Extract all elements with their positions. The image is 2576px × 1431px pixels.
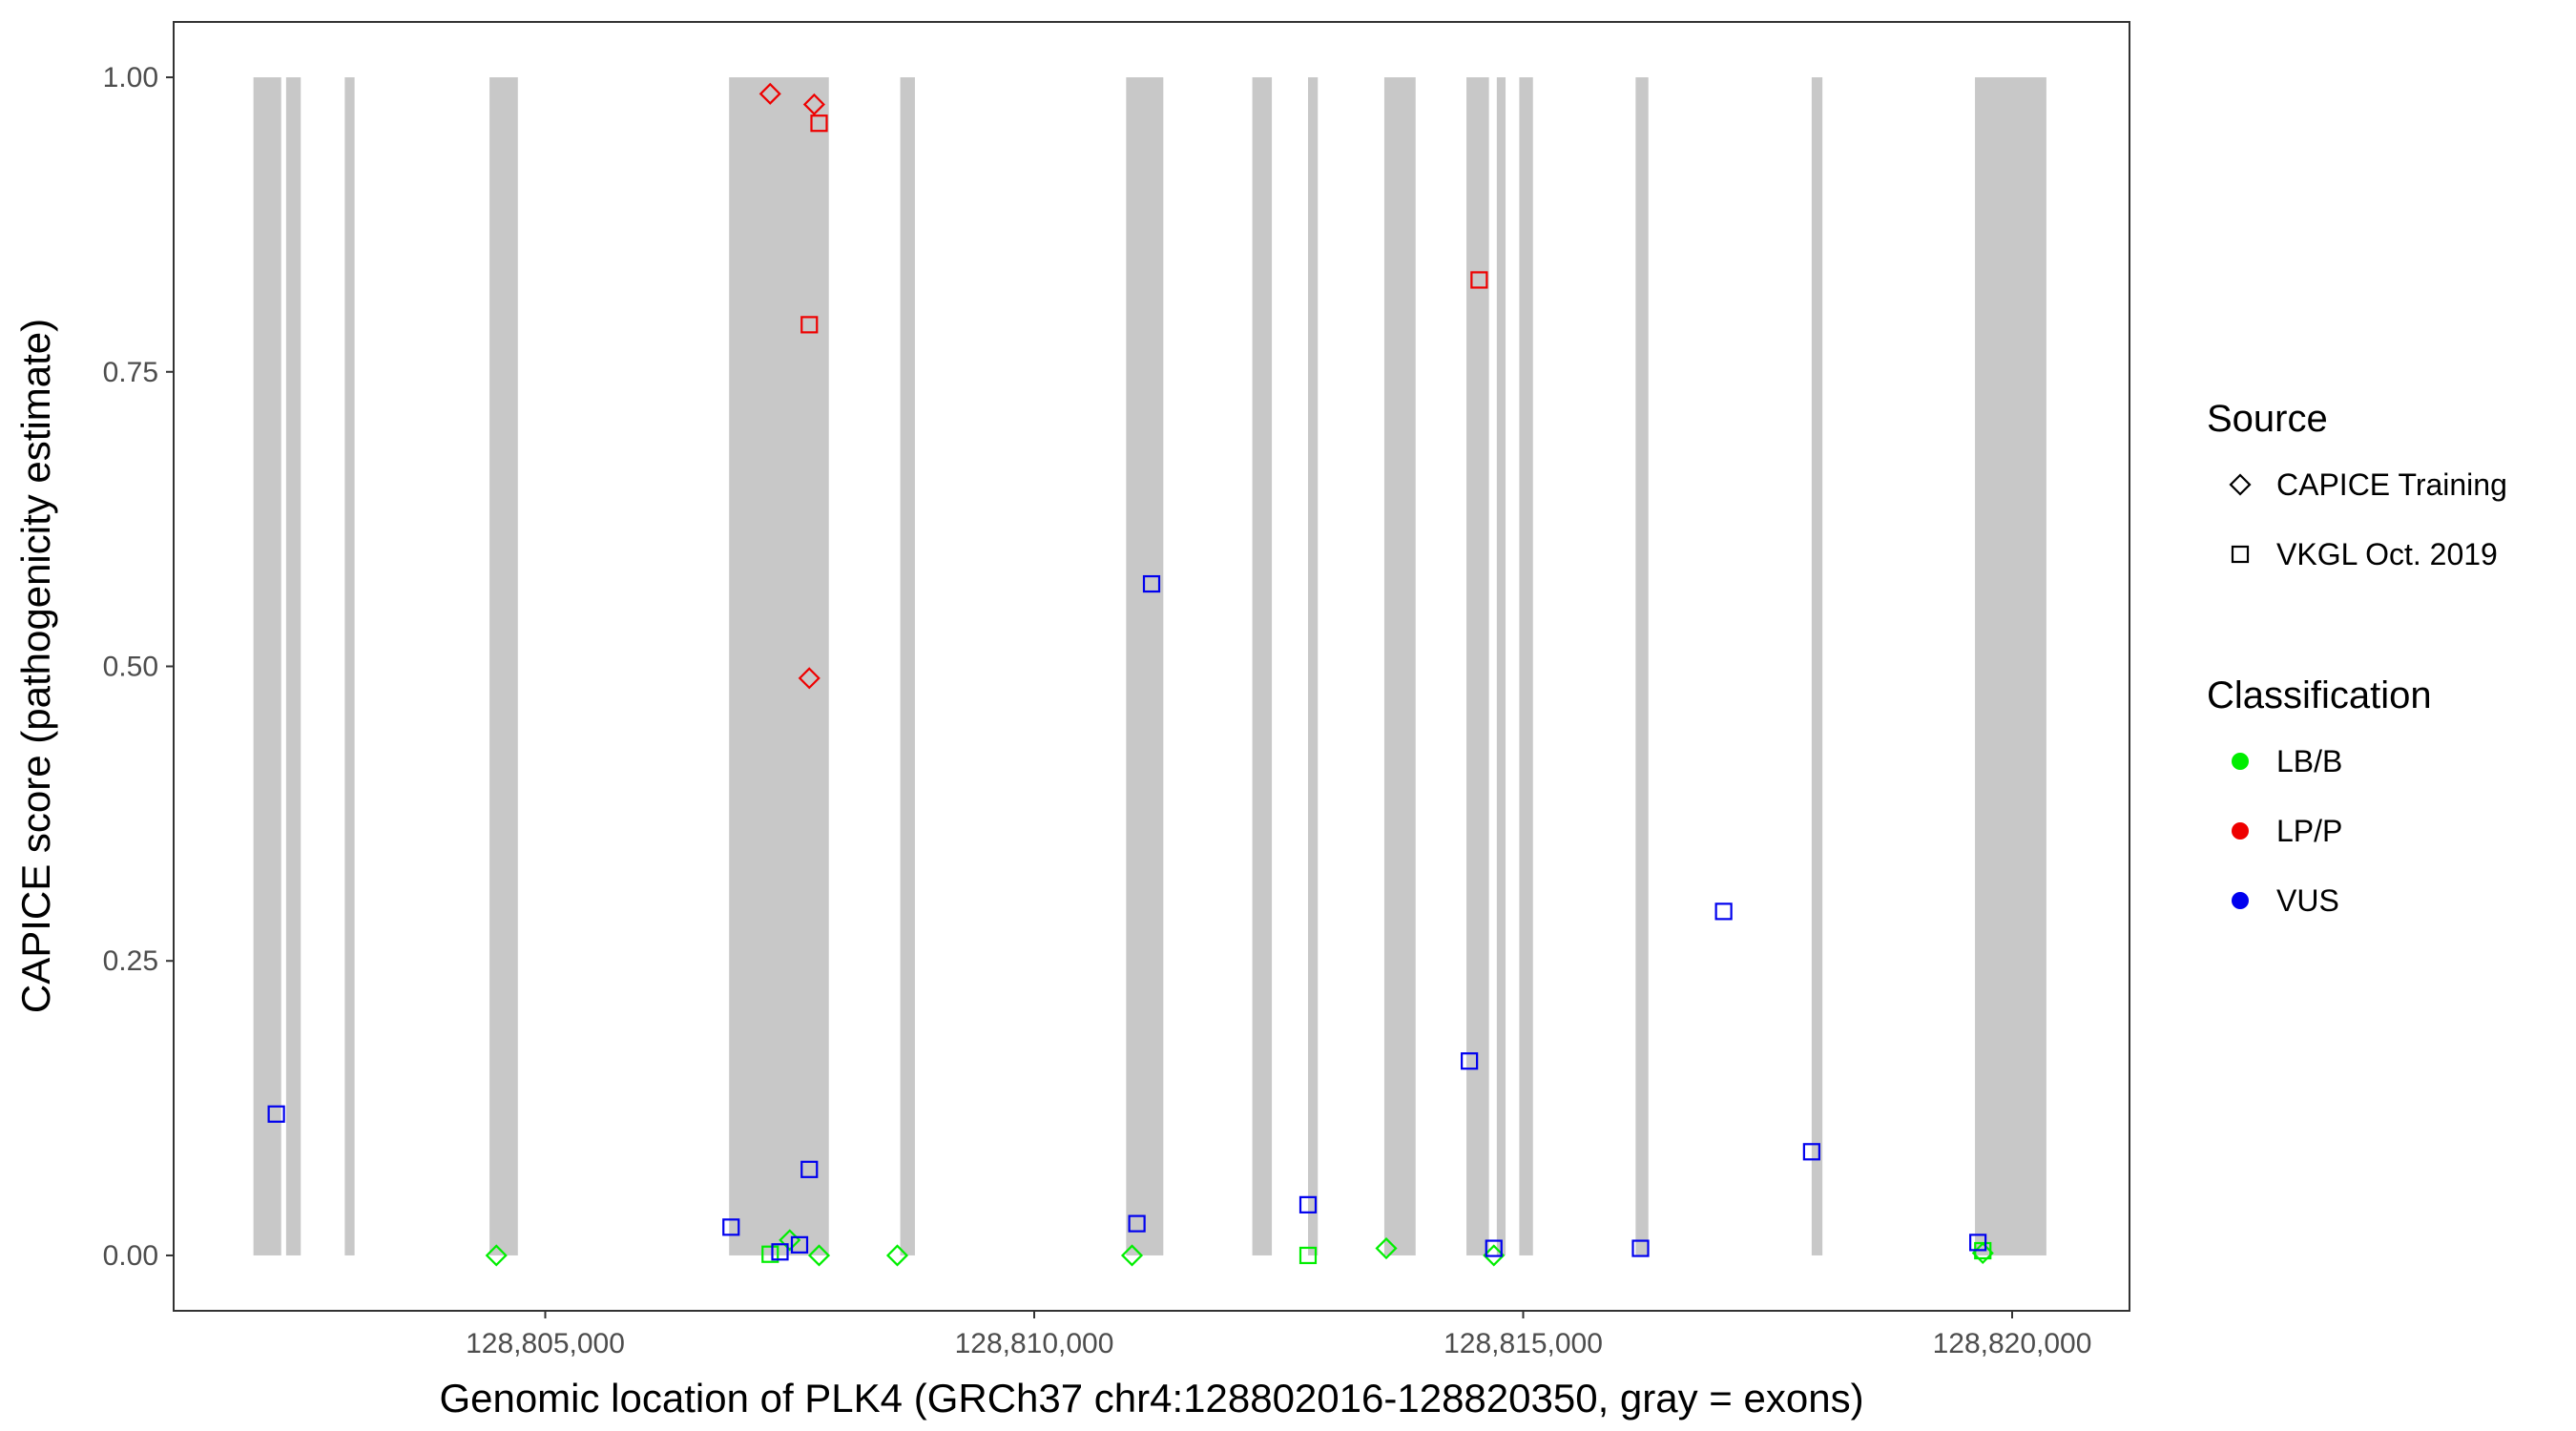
diamond-key-icon: [2229, 473, 2252, 496]
exon-bands: [253, 77, 2046, 1255]
exon-band: [1252, 77, 1273, 1255]
y-tick-label: 0.75: [103, 357, 158, 388]
exon-band: [285, 77, 301, 1255]
capice-training-point: [758, 82, 781, 105]
exon-band: [1519, 77, 1533, 1255]
legend-class-label: LB/B: [2276, 744, 2342, 778]
x-tick-label: 128,810,000: [955, 1328, 1114, 1359]
legend-source-label: VKGL Oct. 2019: [2276, 537, 2498, 571]
vkgl-point: [771, 1243, 789, 1261]
data-points: [267, 82, 1994, 1267]
x-tick-label: 128,815,000: [1444, 1328, 1603, 1359]
class-key-dot-icon: [2232, 753, 2249, 770]
vkgl-point: [1631, 1239, 1650, 1257]
exon-band: [1496, 77, 1506, 1255]
vkgl-point: [1714, 902, 1733, 921]
class-key-dot-icon: [2232, 892, 2249, 909]
exon-band: [729, 77, 829, 1255]
y-tick-label: 0.50: [103, 652, 158, 683]
capice-training-point: [885, 1244, 909, 1267]
exon-band: [1308, 77, 1319, 1255]
vkgl-point: [1470, 271, 1488, 289]
capice-training-point: [1120, 1244, 1144, 1267]
capice-training-point: [485, 1244, 508, 1267]
vkgl-point: [800, 1160, 819, 1178]
exon-band: [489, 77, 518, 1255]
vkgl-point: [1298, 1246, 1318, 1265]
x-axis: 128,805,000 128,810,000 128,815,000 128,820…: [466, 1311, 2091, 1359]
y-axis: 0.00 0.25 0.50 0.75 1.00: [103, 62, 174, 1272]
vkgl-point: [1128, 1214, 1146, 1233]
capice-training-point: [807, 1244, 831, 1267]
vkgl-point: [1142, 574, 1161, 593]
exon-band: [1811, 77, 1823, 1255]
vkgl-point: [1461, 1052, 1479, 1070]
legend-class-label: VUS: [2276, 883, 2339, 918]
exon-band: [1975, 77, 2046, 1255]
vkgl-point: [722, 1218, 740, 1236]
x-tick-label: 128,805,000: [466, 1328, 625, 1359]
legend-classification-title: Classification: [2207, 674, 2432, 716]
y-tick-label: 0.00: [103, 1240, 158, 1272]
y-axis-title: CAPICE score (pathogenicity estimate): [13, 319, 58, 1013]
legend-class-label: LP/P: [2276, 814, 2342, 848]
vkgl-point: [790, 1235, 809, 1254]
vkgl-point: [1485, 1239, 1503, 1257]
exon-band: [1383, 77, 1416, 1255]
capice-training-point: [1375, 1236, 1398, 1260]
exon-band: [1126, 77, 1164, 1255]
class-key-dot-icon: [2232, 822, 2249, 840]
vkgl-point: [800, 316, 819, 334]
vkgl-point: [1298, 1195, 1318, 1213]
capice-training-point: [802, 93, 825, 115]
capice-training-point: [1483, 1244, 1506, 1267]
legend-source-title: Source: [2207, 398, 2328, 440]
legend-classification-items: LB/B LP/P VUS: [2232, 744, 2342, 918]
legend-source-items: CAPICE Training VKGL Oct. 2019: [2229, 467, 2507, 571]
capice-training-point: [798, 667, 821, 690]
exon-band: [900, 77, 915, 1255]
square-key-icon: [2231, 545, 2250, 564]
vkgl-point: [810, 114, 828, 133]
legend: Source CAPICE Training VKGL Oct. 2019 Cla…: [2207, 398, 2507, 918]
x-tick-label: 128,820,000: [1933, 1328, 2092, 1359]
vkgl-point: [1802, 1143, 1820, 1161]
y-tick-label: 0.25: [103, 945, 158, 977]
exon-band: [253, 77, 281, 1255]
vkgl-point: [761, 1245, 779, 1263]
x-axis-title: Genomic location of PLK4 (GRCh37 chr4:12…: [439, 1376, 1863, 1421]
legend-source-label: CAPICE Training: [2276, 467, 2507, 502]
vkgl-point: [267, 1105, 285, 1123]
y-tick-label: 1.00: [103, 62, 158, 93]
exon-band: [1466, 77, 1489, 1255]
exon-band: [1635, 77, 1649, 1255]
exon-band: [344, 77, 355, 1255]
vkgl-point: [1969, 1234, 1987, 1252]
